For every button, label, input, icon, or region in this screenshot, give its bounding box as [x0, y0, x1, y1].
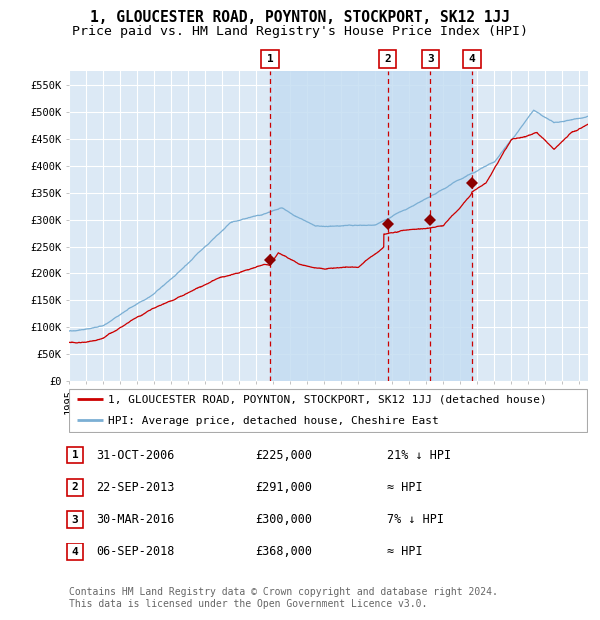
- Text: HPI: Average price, detached house, Cheshire East: HPI: Average price, detached house, Ches…: [108, 415, 439, 426]
- Text: 1, GLOUCESTER ROAD, POYNTON, STOCKPORT, SK12 1JJ: 1, GLOUCESTER ROAD, POYNTON, STOCKPORT, …: [90, 10, 510, 25]
- Text: 3: 3: [427, 54, 434, 64]
- Text: £291,000: £291,000: [255, 481, 312, 494]
- FancyBboxPatch shape: [67, 479, 83, 496]
- Text: £300,000: £300,000: [255, 513, 312, 526]
- Text: ≈ HPI: ≈ HPI: [387, 546, 422, 558]
- Text: 7% ↓ HPI: 7% ↓ HPI: [387, 513, 444, 526]
- Bar: [271, 71, 472, 381]
- Text: 1, GLOUCESTER ROAD, POYNTON, STOCKPORT, SK12 1JJ (detached house): 1, GLOUCESTER ROAD, POYNTON, STOCKPORT, …: [108, 395, 547, 405]
- Text: ≈ HPI: ≈ HPI: [387, 481, 422, 494]
- Text: Contains HM Land Registry data © Crown copyright and database right 2024.
This d: Contains HM Land Registry data © Crown c…: [69, 587, 498, 609]
- Text: £368,000: £368,000: [255, 546, 312, 558]
- Text: 3: 3: [71, 515, 79, 525]
- Text: Price paid vs. HM Land Registry's House Price Index (HPI): Price paid vs. HM Land Registry's House …: [72, 25, 528, 37]
- Text: 4: 4: [71, 547, 79, 557]
- Text: 30-MAR-2016: 30-MAR-2016: [96, 513, 175, 526]
- FancyBboxPatch shape: [67, 543, 83, 560]
- FancyBboxPatch shape: [463, 50, 481, 68]
- Text: £225,000: £225,000: [255, 449, 312, 461]
- Text: 1: 1: [267, 54, 274, 64]
- Text: 2: 2: [384, 54, 391, 64]
- FancyBboxPatch shape: [422, 50, 439, 68]
- FancyBboxPatch shape: [67, 447, 83, 464]
- FancyBboxPatch shape: [262, 50, 279, 68]
- Text: 4: 4: [469, 54, 475, 64]
- Text: 2: 2: [71, 482, 79, 492]
- Text: 06-SEP-2018: 06-SEP-2018: [96, 546, 175, 558]
- FancyBboxPatch shape: [69, 389, 587, 432]
- Text: 22-SEP-2013: 22-SEP-2013: [96, 481, 175, 494]
- FancyBboxPatch shape: [67, 511, 83, 528]
- Text: 1: 1: [71, 450, 79, 460]
- FancyBboxPatch shape: [379, 50, 397, 68]
- Text: 21% ↓ HPI: 21% ↓ HPI: [387, 449, 451, 461]
- Text: 31-OCT-2006: 31-OCT-2006: [96, 449, 175, 461]
